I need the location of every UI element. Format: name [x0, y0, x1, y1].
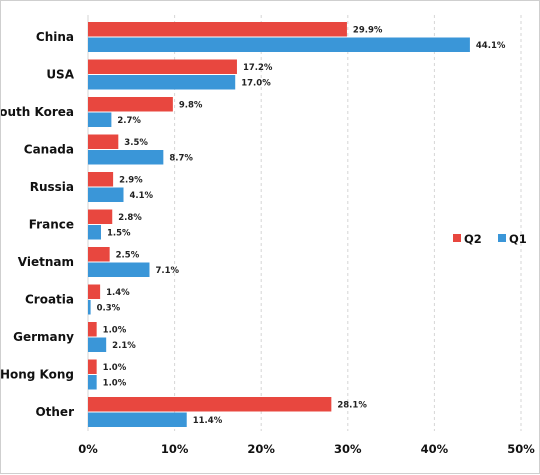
legend-label-q2: Q2: [464, 232, 482, 246]
legend-label-q1: Q1: [509, 232, 527, 246]
legend-swatch-q2: [453, 234, 461, 242]
bar-q1-france: [88, 225, 101, 240]
bar-q2-usa: [88, 59, 237, 74]
data-label: 8.7%: [169, 153, 193, 163]
data-label: 1.4%: [106, 288, 130, 298]
category-label: Croatia: [25, 293, 74, 307]
data-label: 11.4%: [193, 416, 223, 426]
bar-q2-france: [88, 209, 113, 224]
category-label: South Korea: [1, 105, 74, 119]
data-label: 3.5%: [124, 138, 148, 148]
bar-q2-germany: [88, 322, 97, 337]
bar-q2-vietnam: [88, 247, 110, 262]
data-label: 17.2%: [243, 63, 273, 73]
bar-q2-croatia: [88, 284, 101, 299]
data-label: 1.5%: [107, 228, 131, 238]
category-label: Canada: [24, 143, 74, 157]
data-label: 2.7%: [117, 116, 141, 126]
x-tick-label: 10%: [161, 442, 189, 456]
x-tick-label: 0%: [78, 442, 98, 456]
category-label: Vietnam: [18, 255, 74, 269]
bar-q2-china: [88, 22, 347, 37]
data-label: 2.5%: [116, 250, 140, 260]
bar-q1-hong-kong: [88, 375, 97, 390]
data-label: 2.8%: [118, 213, 142, 223]
bar-q1-china: [88, 37, 470, 52]
data-label: 2.9%: [119, 175, 143, 185]
data-label: 1.0%: [103, 378, 127, 388]
data-label: 0.3%: [97, 303, 121, 313]
bar-q1-germany: [88, 337, 107, 352]
data-label: 29.9%: [353, 25, 383, 35]
bar-q1-russia: [88, 187, 124, 202]
bar-q2-russia: [88, 172, 114, 187]
bar-q1-vietnam: [88, 262, 150, 277]
category-label: Hong Kong: [1, 368, 74, 382]
data-label: 1.0%: [103, 363, 127, 373]
data-label: 2.1%: [112, 341, 136, 351]
bar-q2-south-korea: [88, 97, 173, 112]
x-axis-ticks: 0% 10% 20% 30% 40% 50%: [78, 442, 535, 456]
legend: Q2 Q1: [453, 232, 527, 246]
bar-q2-other: [88, 397, 332, 412]
legend-swatch-q1: [498, 234, 506, 242]
data-label: 17.0%: [241, 78, 271, 88]
x-tick-label: 20%: [247, 442, 275, 456]
category-labels: China USA South Korea Canada Russia France Vie…: [1, 30, 75, 419]
category-label: China: [36, 30, 74, 44]
data-label: 1.0%: [103, 325, 127, 335]
data-label: 9.8%: [179, 100, 203, 110]
bar-q1-canada: [88, 150, 164, 165]
data-label: 7.1%: [155, 266, 179, 276]
bar-q1-south-korea: [88, 112, 112, 127]
data-label: 28.1%: [337, 400, 367, 410]
bar-q1-other: [88, 412, 187, 427]
bar-q2-canada: [88, 134, 119, 149]
category-label: Russia: [30, 180, 74, 194]
x-tick-label: 50%: [507, 442, 535, 456]
x-tick-label: 40%: [421, 442, 449, 456]
data-label: 4.1%: [130, 191, 154, 201]
bar-q1-usa: [88, 75, 236, 90]
category-label: France: [29, 218, 74, 232]
bar-q1-croatia: [88, 300, 91, 315]
category-label: Germany: [13, 330, 74, 344]
category-label: Other: [35, 405, 74, 419]
category-label: USA: [46, 68, 74, 82]
x-tick-label: 30%: [334, 442, 362, 456]
data-label: 44.1%: [476, 41, 506, 51]
bar-q2-hong-kong: [88, 359, 97, 374]
bars: 29.9% 44.1% 17.2% 17.0% 9.8% 2.7% 3.5% 8.7% 2.9%…: [88, 22, 506, 427]
